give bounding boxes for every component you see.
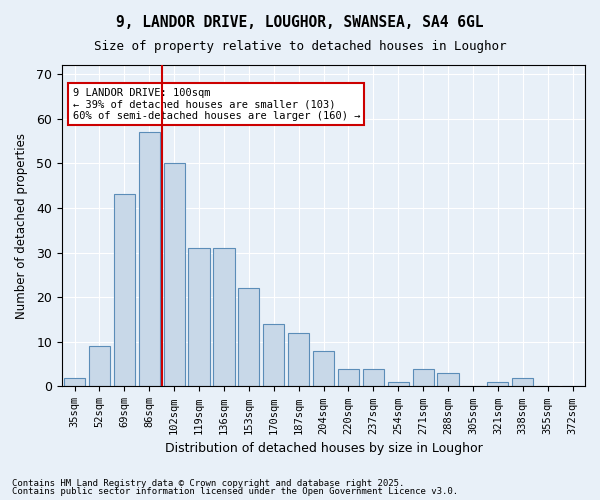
Bar [263, 324, 284, 386]
Bar [388, 382, 409, 386]
Bar [214, 248, 235, 386]
Bar [487, 382, 508, 386]
Bar [288, 333, 309, 386]
Text: 9 LANDOR DRIVE: 100sqm
← 39% of detached houses are smaller (103)
60% of semi-de: 9 LANDOR DRIVE: 100sqm ← 39% of detached… [73, 88, 360, 120]
Bar [164, 163, 185, 386]
Bar [363, 368, 384, 386]
Bar [64, 378, 85, 386]
Bar [437, 373, 458, 386]
Text: Contains HM Land Registry data © Crown copyright and database right 2025.: Contains HM Land Registry data © Crown c… [12, 478, 404, 488]
Text: Size of property relative to detached houses in Loughor: Size of property relative to detached ho… [94, 40, 506, 53]
Bar [89, 346, 110, 387]
Text: Contains public sector information licensed under the Open Government Licence v3: Contains public sector information licen… [12, 487, 458, 496]
X-axis label: Distribution of detached houses by size in Loughor: Distribution of detached houses by size … [164, 442, 482, 455]
Bar [313, 350, 334, 386]
Bar [238, 288, 259, 386]
Bar [413, 368, 434, 386]
Y-axis label: Number of detached properties: Number of detached properties [15, 132, 28, 318]
Bar [338, 368, 359, 386]
Bar [139, 132, 160, 386]
Bar [188, 248, 209, 386]
Bar [114, 194, 135, 386]
Bar [512, 378, 533, 386]
Text: 9, LANDOR DRIVE, LOUGHOR, SWANSEA, SA4 6GL: 9, LANDOR DRIVE, LOUGHOR, SWANSEA, SA4 6… [116, 15, 484, 30]
